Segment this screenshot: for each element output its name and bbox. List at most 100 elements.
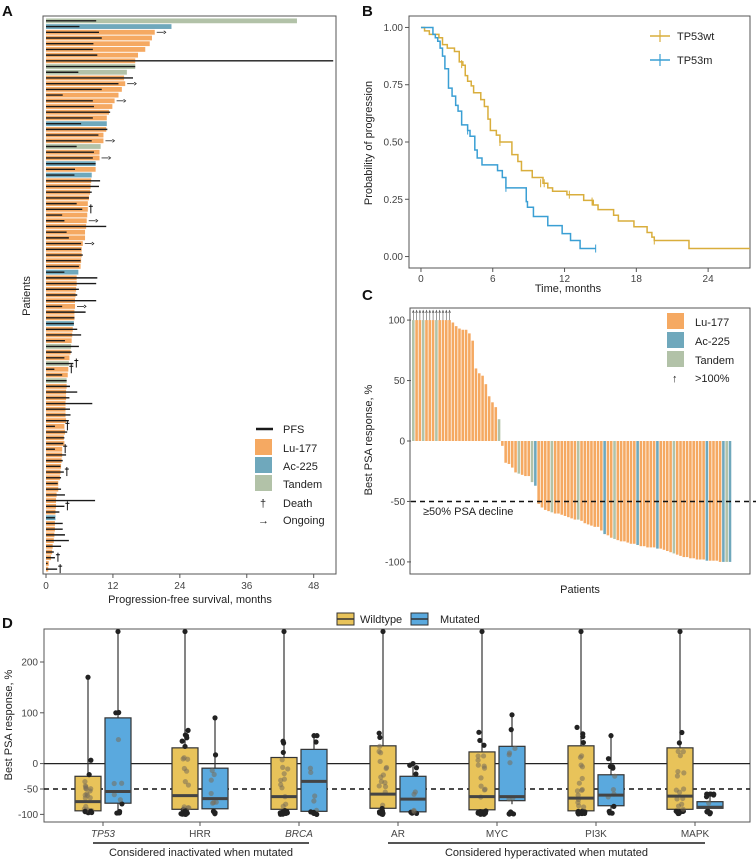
data-point	[181, 755, 187, 761]
psa-bar	[682, 441, 686, 558]
psa-bar	[567, 441, 570, 518]
data-point	[313, 739, 319, 745]
psa-bar	[487, 396, 491, 441]
psa-bar	[619, 441, 623, 542]
psa-bar	[656, 441, 659, 549]
data-point	[674, 796, 680, 802]
panel-d-brackets: Considered inactivated when mutated Consi…	[93, 842, 705, 859]
y-tick-label: -100	[18, 810, 38, 821]
data-point	[677, 753, 683, 759]
psa-bar	[418, 320, 422, 441]
patient-bar	[46, 366, 69, 372]
data-point	[111, 780, 117, 787]
patient-bar	[46, 423, 65, 429]
psa-bar	[659, 441, 662, 549]
psa-bar	[692, 441, 695, 559]
psa-bar	[679, 441, 682, 556]
data-point	[111, 792, 117, 798]
psa-bar	[464, 329, 468, 441]
legend-lu177-swatch	[255, 439, 272, 455]
psa-bar	[636, 441, 639, 545]
psa-bar	[722, 441, 725, 562]
y-tick-label: 0.50	[384, 138, 404, 149]
data-point	[88, 757, 94, 763]
data-point	[82, 808, 88, 814]
psa-bar	[590, 441, 593, 526]
data-point	[411, 808, 417, 815]
data-point	[83, 786, 89, 792]
km-curve-tp53wt	[420, 26, 750, 250]
data-point	[611, 803, 617, 809]
y-tick-label: 1.00	[384, 23, 404, 34]
x-tick-label: 48	[308, 581, 320, 592]
legend-ac225-label: Ac-225	[283, 461, 318, 473]
psa-bar	[412, 320, 415, 441]
box-mutated	[498, 745, 526, 802]
psa-bar	[461, 329, 465, 441]
psa-bar	[576, 441, 580, 520]
panel-a-x-ticks: 0 12 24 36 48	[43, 574, 320, 592]
psa-bar	[494, 407, 498, 441]
data-point	[279, 757, 285, 763]
panel-a-bars	[46, 18, 334, 574]
data-point	[483, 808, 489, 814]
data-point	[179, 738, 185, 744]
data-point	[475, 762, 481, 768]
panel-b-frame	[408, 15, 751, 269]
x-tick-label-hrr: HRR	[189, 829, 211, 840]
data-point	[285, 766, 291, 772]
psa-bar	[517, 441, 521, 474]
data-point	[280, 811, 286, 817]
panel-a-label: A	[2, 3, 13, 20]
data-point	[704, 808, 710, 815]
data-point	[679, 729, 685, 736]
over100-arrowhead	[441, 309, 445, 313]
data-point	[185, 782, 192, 788]
psa-bar	[633, 441, 636, 544]
data-point	[383, 765, 389, 772]
psa-bar	[689, 441, 692, 559]
psa-bar	[550, 441, 554, 513]
psa-bar	[616, 441, 620, 541]
data-point	[280, 740, 287, 746]
data-point	[675, 768, 681, 775]
panel-d-frame	[43, 628, 751, 823]
panel-a-legend: PFS Lu-177 Ac-225 Tandem † Death → Ongoi…	[255, 424, 325, 527]
legend-wildtype-label: Wildtype	[360, 614, 402, 626]
data-point	[208, 777, 214, 783]
y-tick-label: 50	[394, 376, 406, 387]
ongoing-arrowhead-icon	[133, 81, 137, 86]
psa-bar	[471, 340, 474, 441]
psa-bar	[504, 441, 507, 463]
patient-bar	[46, 24, 172, 29]
data-point	[481, 765, 488, 771]
psa-bar	[451, 322, 455, 441]
data-point	[506, 750, 513, 756]
ongoing-arrowhead-icon	[123, 98, 127, 103]
panel-c-x-title: Patients	[560, 584, 600, 596]
data-point	[85, 674, 91, 680]
box-wildtype	[468, 751, 496, 811]
data-point	[480, 753, 487, 759]
data-point	[382, 780, 388, 786]
psa-bar	[415, 320, 418, 441]
data-point	[382, 784, 389, 790]
data-point	[284, 810, 290, 816]
psa-bar	[468, 333, 471, 441]
legend-tandem-label: Tandem	[283, 479, 322, 491]
psa-bar	[501, 441, 504, 446]
psa-bar	[537, 441, 540, 504]
psa-bar	[438, 320, 441, 441]
data-point	[477, 810, 483, 816]
legend-death-label: Death	[283, 498, 312, 510]
panel-b-label: B	[362, 3, 373, 20]
data-point	[88, 808, 94, 814]
x-tick-label-brca: BRCA	[285, 829, 313, 840]
data-point	[314, 811, 320, 817]
data-point	[674, 773, 681, 779]
data-point	[478, 783, 484, 789]
over100-arrowhead	[418, 309, 422, 313]
data-point	[281, 628, 287, 635]
legend-mutated-label: Mutated	[440, 614, 480, 626]
data-point	[605, 756, 612, 762]
